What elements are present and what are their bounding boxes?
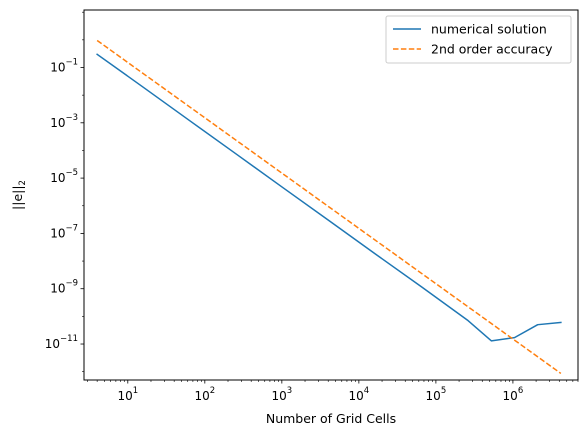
y-tick-exponent: −11: [60, 334, 78, 344]
y-tick-label: 10−1: [50, 57, 78, 74]
x-tick-base: 10: [426, 389, 441, 403]
x-tick-exponent: 1: [133, 386, 138, 396]
y-tick-label: 10−5: [50, 168, 78, 185]
legend: numerical solution 2nd order accuracy: [385, 15, 572, 64]
x-axis-label: Number of Grid Cells: [266, 411, 396, 426]
x-tick-base: 10: [194, 389, 209, 403]
legend-label-2nd-order-accuracy: 2nd order accuracy: [431, 42, 553, 57]
x-tick-base: 10: [503, 389, 518, 403]
x-tick-label: 106: [503, 386, 524, 403]
x-tick-base: 10: [271, 389, 286, 403]
x-axis-ticks: 101 102 103 104 105 106: [87, 380, 579, 403]
y-tick-base: 10: [50, 282, 65, 296]
y-tick-label: 10−11: [45, 334, 78, 351]
x-tick-exponent: 5: [441, 386, 446, 396]
y-axis-label-subscript: 2: [18, 180, 28, 185]
x-tick-label: 102: [194, 386, 215, 403]
x-tick-label: 101: [117, 386, 138, 403]
y-tick-base: 10: [45, 337, 60, 351]
y-tick-label: 10−7: [50, 223, 78, 240]
x-tick-exponent: 3: [287, 386, 292, 396]
x-tick-base: 10: [349, 389, 364, 403]
x-tick-label: 103: [271, 386, 292, 403]
y-tick-base: 10: [50, 60, 65, 74]
series-line-0: [96, 53, 562, 342]
series-layer: [96, 39, 562, 375]
y-axis-label-main: ||e||: [10, 185, 25, 210]
plot-area-frame: [83, 9, 579, 381]
y-tick-label: 10−9: [50, 279, 78, 296]
y-tick-exponent: −9: [65, 279, 78, 289]
x-tick-label: 105: [426, 386, 447, 403]
y-tick-exponent: −7: [65, 223, 78, 233]
x-tick-base: 10: [117, 389, 132, 403]
legend-label-numerical-solution: numerical solution: [431, 22, 547, 37]
y-tick-exponent: −5: [65, 168, 78, 178]
x-tick-exponent: 6: [518, 386, 523, 396]
y-tick-exponent: −1: [65, 57, 78, 67]
x-tick-exponent: 4: [364, 386, 369, 396]
x-tick-label: 104: [349, 386, 370, 403]
legend-box: [385, 15, 572, 64]
series-line-1: [96, 39, 562, 375]
y-tick-base: 10: [50, 116, 65, 130]
y-axis-ticks: 10−110−310−510−710−910−11: [45, 11, 84, 372]
y-tick-base: 10: [50, 171, 65, 185]
y-tick-label: 10−3: [50, 113, 78, 130]
x-tick-exponent: 2: [210, 386, 215, 396]
y-axis-label: ||e||2: [10, 180, 28, 210]
y-tick-exponent: −3: [65, 113, 78, 123]
y-tick-base: 10: [50, 226, 65, 240]
